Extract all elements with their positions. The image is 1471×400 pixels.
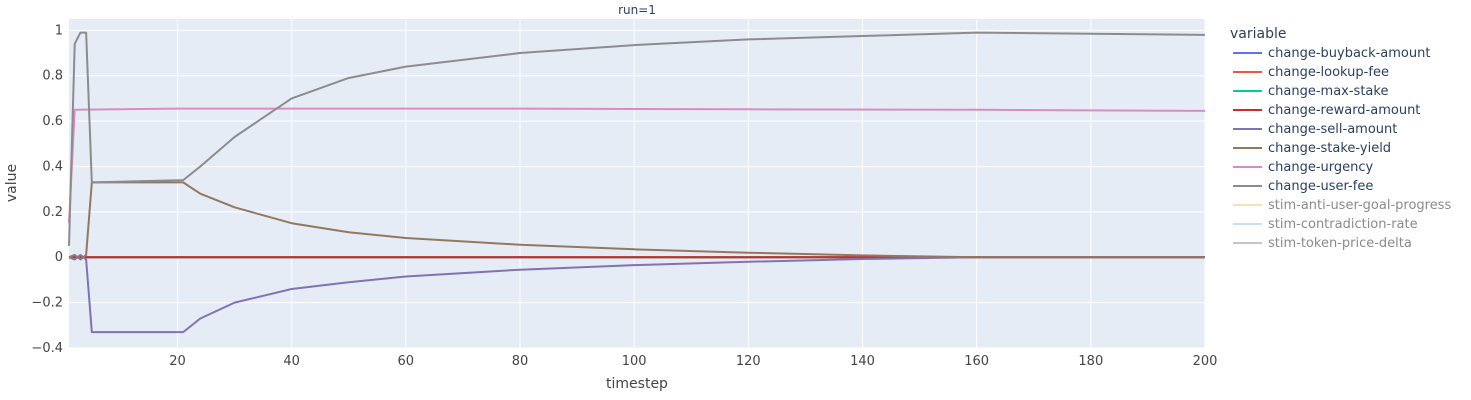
legend-item-change-user-fee[interactable]: change-user-fee	[1233, 179, 1373, 194]
legend-item-change-stake-yield[interactable]: change-stake-yield	[1233, 141, 1391, 156]
y-tick-label: 0.4	[42, 159, 63, 174]
y-tick-label: 0.2	[42, 205, 63, 220]
legend-label: stim-anti-user-goal-progress	[1268, 198, 1451, 213]
series-line-change-sell-amount	[68, 253, 1205, 334]
legend-item-stim-contradiction-rate[interactable]: stim-contradiction-rate	[1233, 217, 1418, 232]
x-axis: 20 40 60 80 100 120 140 160 180 200	[169, 354, 1217, 369]
legend[interactable]: variable change-buyback-amount change-loo…	[1230, 26, 1451, 251]
series-line-change-user-fee	[68, 31, 1206, 246]
series-line-change-stake-yield	[68, 181, 1205, 261]
legend-label: change-user-fee	[1268, 179, 1373, 194]
y-tick-label: 0.6	[42, 114, 63, 129]
legend-item-change-lookup-fee[interactable]: change-lookup-fee	[1233, 65, 1389, 80]
legend-item-stim-token-price-delta[interactable]: stim-token-price-delta	[1233, 236, 1412, 251]
legend-label: stim-token-price-delta	[1268, 236, 1412, 251]
series-lines	[68, 31, 1206, 334]
x-tick-label: 80	[512, 354, 529, 369]
x-tick-label: 120	[736, 354, 761, 369]
x-tick-label: 20	[169, 354, 186, 369]
legend-label: change-sell-amount	[1268, 122, 1397, 137]
plot-area	[69, 19, 1205, 348]
legend-item-change-buyback-amount[interactable]: change-buyback-amount	[1233, 46, 1430, 61]
x-tick-label: 60	[398, 354, 415, 369]
legend-label: stim-contradiction-rate	[1268, 217, 1418, 232]
y-axis-title: value	[4, 164, 20, 202]
legend-label: change-stake-yield	[1268, 141, 1391, 156]
legend-item-change-sell-amount[interactable]: change-sell-amount	[1233, 122, 1397, 137]
y-tick-label: 0.8	[42, 69, 63, 84]
x-tick-label: 180	[1078, 354, 1103, 369]
x-tick-label: 140	[850, 354, 875, 369]
legend-title: variable	[1230, 26, 1286, 42]
legend-label: change-reward-amount	[1268, 103, 1420, 118]
legend-item-change-reward-amount[interactable]: change-reward-amount	[1233, 103, 1420, 118]
x-tick-label: 100	[622, 354, 647, 369]
y-tick-label: 1	[55, 23, 63, 38]
legend-label: change-buyback-amount	[1268, 46, 1430, 61]
legend-label: change-urgency	[1268, 160, 1374, 175]
y-tick-label: 0	[55, 250, 63, 265]
facet-title: run=1	[618, 3, 656, 17]
y-tick-label: −0.2	[31, 296, 63, 311]
y-axis: −0.4 −0.2 0 0.2 0.4 0.6 0.8 1	[31, 23, 63, 356]
x-axis-title: timestep	[606, 376, 668, 392]
legend-label: change-max-stake	[1268, 84, 1388, 99]
y-tick-label: −0.4	[31, 341, 63, 356]
x-tick-label: 160	[964, 354, 989, 369]
legend-item-change-max-stake[interactable]: change-max-stake	[1233, 84, 1388, 99]
legend-item-stim-anti-user-goal-progress[interactable]: stim-anti-user-goal-progress	[1233, 198, 1451, 213]
x-tick-label: 200	[1193, 354, 1218, 369]
legend-item-change-urgency[interactable]: change-urgency	[1233, 160, 1374, 175]
legend-label: change-lookup-fee	[1268, 65, 1389, 80]
x-tick-label: 40	[283, 354, 300, 369]
series-line-change-urgency	[68, 107, 1206, 224]
